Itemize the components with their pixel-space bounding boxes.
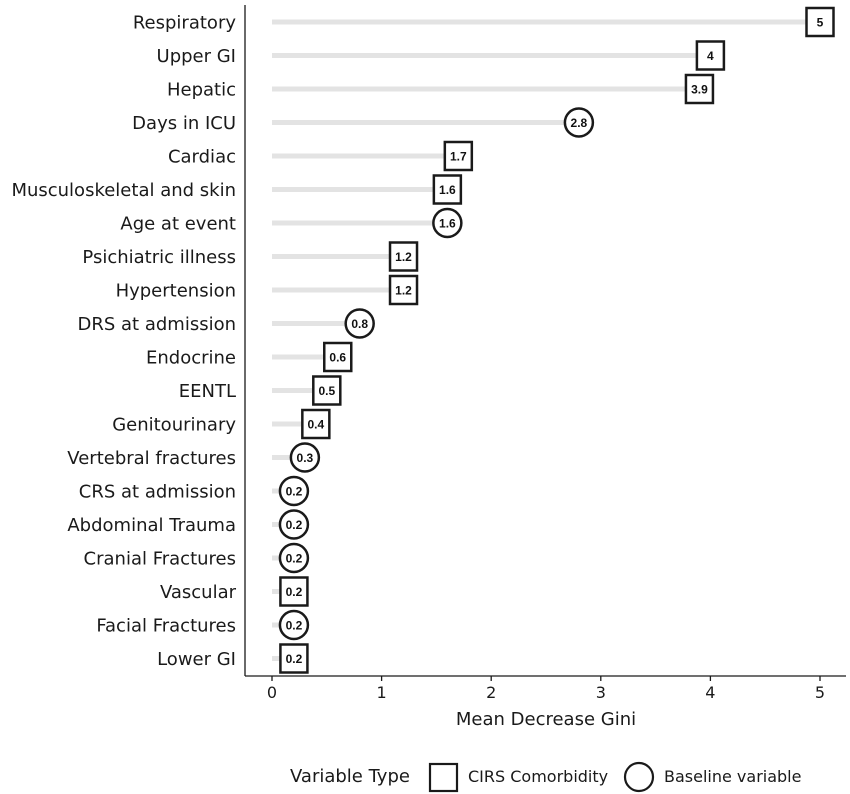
value-label: 1.6	[439, 217, 456, 231]
legend-label-cirs: CIRS Comorbidity	[468, 767, 608, 786]
category-label: Cranial Fractures	[84, 549, 236, 570]
value-label: 0.4	[307, 418, 324, 432]
value-label: 0.8	[351, 317, 368, 331]
circle-marker	[278, 542, 310, 574]
circle-marker	[432, 207, 463, 239]
value-label: 0.5	[318, 384, 335, 398]
value-label: 0.2	[286, 518, 303, 532]
category-label: Vascular	[160, 582, 237, 603]
square-marker	[301, 408, 331, 440]
square-marker	[695, 40, 726, 71]
x-tick-label: 3	[596, 683, 606, 702]
value-label: 0.2	[286, 585, 303, 599]
value-label: 0.2	[286, 552, 303, 566]
square-marker	[443, 140, 474, 172]
value-label: 0.2	[286, 652, 303, 666]
value-label: 0.6	[329, 351, 346, 365]
x-tick-label: 5	[815, 683, 825, 702]
square-marker	[279, 576, 309, 607]
category-label: Lower GI	[157, 649, 236, 670]
category-label: Cardiac	[168, 147, 236, 168]
category-label: Hypertension	[116, 281, 236, 302]
circle-marker	[563, 107, 595, 138]
legend-circle-icon	[623, 761, 655, 793]
category-labels: Respiratory Upper GI Hepatic Days in ICU Car…	[11, 13, 236, 671]
square-marker	[312, 375, 342, 406]
square-marker	[323, 341, 353, 373]
value-label: 1.7	[450, 150, 467, 164]
category-label: Facial Fractures	[96, 616, 236, 637]
circle-marker	[278, 609, 310, 641]
circle-marker	[344, 308, 375, 339]
value-label: 2.8	[571, 116, 588, 130]
category-label: DRS at admission	[78, 314, 237, 335]
value-label: 1.6	[439, 183, 456, 197]
category-label: Psichiatric illness	[82, 247, 236, 268]
category-label: EENTL	[179, 381, 236, 402]
square-marker	[805, 6, 835, 38]
category-label: Days in ICU	[132, 113, 236, 134]
square-marker	[388, 274, 419, 306]
x-tick-label: 1	[377, 683, 387, 702]
legend: Variable Type CIRS Comorbidity Baseline …	[290, 761, 801, 793]
value-label: 4	[707, 49, 714, 63]
value-label: 3.9	[691, 83, 708, 97]
x-tick-label: 0	[267, 683, 277, 702]
square-marker	[279, 643, 309, 674]
category-label: Abdominal Trauma	[67, 515, 236, 536]
category-label: Age at event	[120, 214, 236, 235]
square-marker	[388, 241, 419, 272]
category-label: Genitourinary	[112, 415, 236, 436]
x-tick-label: 4	[705, 683, 715, 702]
markers-group: 5 4 3.9 2.8 1.7 1.6 1.6 1.2 1.2 0.8 0.6 0.5 0.4 0.3 0.…	[278, 6, 835, 674]
legend-title: Variable Type	[290, 766, 410, 787]
circle-marker	[278, 475, 310, 507]
legend-square-icon	[428, 762, 459, 793]
value-label: 0.2	[286, 619, 303, 633]
value-label: 0.3	[297, 451, 314, 465]
category-label: Musculoskeletal and skin	[11, 180, 236, 201]
square-marker	[684, 73, 715, 105]
category-label: Vertebral fractures	[67, 448, 236, 469]
circle-marker	[289, 442, 321, 473]
value-label: 0.2	[286, 485, 303, 499]
category-label: Respiratory	[133, 13, 236, 34]
stems-group	[272, 19, 820, 661]
category-label: CRS at admission	[79, 482, 236, 503]
x-ticks-group: 0 1 2 3 4 5	[267, 676, 825, 702]
legend-label-baseline: Baseline variable	[664, 767, 801, 786]
category-label: Hepatic	[167, 80, 236, 101]
square-marker	[432, 174, 463, 205]
value-label: 1.2	[395, 284, 412, 298]
category-label: Upper GI	[157, 46, 236, 67]
value-label: 5	[817, 16, 824, 30]
x-tick-label: 2	[486, 683, 496, 702]
x-axis-title: Mean Decrease Gini	[456, 709, 636, 730]
circle-marker	[278, 509, 310, 540]
value-label: 1.2	[395, 250, 412, 264]
category-label: Endocrine	[146, 348, 236, 369]
